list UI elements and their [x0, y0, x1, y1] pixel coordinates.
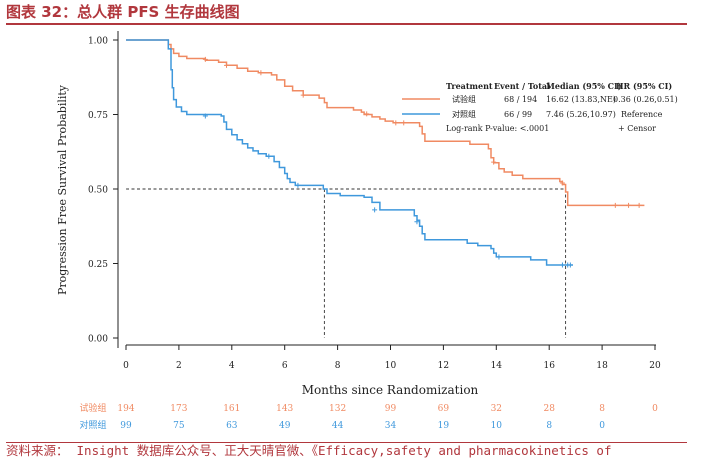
legend-name-control: 对照组 [452, 109, 476, 119]
legend-event-treatment: 68 / 194 [504, 95, 537, 104]
source-footer: 资料来源： Insight 数据库公众号、正大天晴官微、《Efficacy,saf… [6, 444, 706, 458]
risk-count: 143 [276, 404, 293, 414]
risk-count: 173 [170, 404, 187, 414]
y-tick-label: 0.75 [88, 111, 108, 121]
censor-mark [393, 120, 399, 126]
risk-row-label: 试验组 [79, 402, 106, 414]
censor-mark [266, 153, 272, 159]
censor-mark [612, 202, 618, 208]
footer-divider [6, 442, 687, 443]
risk-row-label: 对照组 [79, 419, 106, 431]
risk-count: 194 [117, 404, 134, 414]
legend-name-treatment: 试验组 [452, 94, 476, 104]
curve-treatment [126, 39, 645, 207]
legend-header-treatment: Treatment [446, 81, 493, 91]
x-tick-label: 12 [438, 361, 449, 371]
censor-legend: + Censor [618, 124, 656, 133]
x-tick-label: 6 [282, 361, 288, 371]
y-tick-label: 0.50 [88, 186, 108, 196]
risk-count: 34 [385, 421, 397, 431]
censor-mark [364, 111, 370, 117]
x-tick-label: 10 [385, 361, 397, 371]
survival-curves [126, 39, 645, 266]
censor-mark [636, 202, 642, 208]
title-divider [6, 23, 687, 25]
censor-mark [496, 254, 502, 260]
censor-mark [491, 159, 497, 165]
legend-median-treatment: 16.62 (13.83,NE) [546, 95, 616, 104]
y-tick-label: 0.00 [88, 335, 108, 345]
risk-count: 99 [385, 404, 397, 414]
censor-mark [300, 92, 306, 98]
legend-hr-treatment: 0.36 (0.26,0.51) [613, 95, 678, 104]
risk-count: 49 [279, 421, 291, 431]
source-label: 资料来源： [6, 444, 69, 458]
legend-median-control: 7.46 (5.26,10.97) [546, 110, 616, 119]
risk-count: 32 [491, 404, 502, 414]
x-tick-label: 0 [123, 361, 129, 371]
censor-mark [414, 219, 420, 225]
y-tick-label: 0.25 [88, 260, 108, 270]
censor-mark [202, 113, 208, 119]
censor-marks [202, 56, 642, 268]
risk-count: 0 [599, 421, 605, 431]
y-axis-label: Progression Free Survival Probability [56, 84, 69, 295]
risk-count: 75 [173, 421, 185, 431]
risk-count: 28 [543, 404, 555, 414]
risk-count: 8 [546, 421, 552, 431]
x-tick-label: 2 [176, 361, 182, 371]
legend-header-median: Median (95% CI) [546, 81, 622, 91]
y-tick-label: 1.00 [88, 37, 108, 47]
censor-mark [258, 70, 264, 76]
risk-count: 8 [599, 404, 605, 414]
x-tick-label: 8 [335, 361, 341, 371]
x-tick-label: 4 [229, 361, 235, 371]
x-tick-label: 16 [543, 361, 555, 371]
censor-mark [559, 180, 565, 186]
censor-mark [559, 262, 565, 268]
legend-event-control: 66 / 99 [504, 110, 532, 119]
censor-mark [372, 207, 378, 213]
y-ticks: 0.00 0.25 0.50 0.75 1.00 [88, 37, 118, 345]
risk-count: 0 [652, 404, 658, 414]
source-text: Insight 数据库公众号、正大天晴官微、《Efficacy,safety a… [76, 444, 612, 458]
risk-count: 10 [491, 421, 503, 431]
risk-count: 69 [438, 404, 450, 414]
legend-header-event-total: Event / Total [494, 81, 550, 91]
x-ticks: 0 2 4 6 8 10 12 14 16 18 20 [123, 345, 661, 371]
censor-mark [401, 120, 407, 126]
censor-mark [202, 56, 208, 62]
risk-count: 161 [223, 404, 240, 414]
risk-count: 44 [332, 421, 344, 431]
risk-table: 试验组 194 173 161 143 132 99 69 32 28 8 0 对照组 99 75 63 49 4… [79, 402, 658, 431]
risk-count: 132 [329, 404, 346, 414]
x-axis-label: Months since Randomization [302, 383, 479, 397]
censor-mark [224, 62, 230, 68]
legend-header-hr: HR (95% CI) [616, 81, 672, 91]
legend-hr-control: Reference [621, 110, 663, 119]
risk-count: 99 [120, 421, 132, 431]
x-tick-label: 20 [649, 361, 661, 371]
figure-title: 图表 32：总人群 PFS 生存曲线图 [6, 3, 240, 21]
x-tick-label: 18 [596, 361, 608, 371]
risk-count: 19 [438, 421, 450, 431]
chart-axes [117, 31, 656, 348]
chart-legend: Treatment Event / Total Median (95% CI) … [402, 81, 678, 133]
censor-mark [295, 182, 301, 188]
x-tick-label: 14 [491, 361, 503, 371]
curve-control [126, 39, 573, 266]
logrank-pvalue: Log-rank P-value: <.0001 [446, 124, 549, 133]
risk-count: 63 [226, 421, 238, 431]
censor-mark [567, 262, 573, 268]
censor-mark [626, 202, 632, 208]
median-reference-lines [126, 188, 567, 338]
